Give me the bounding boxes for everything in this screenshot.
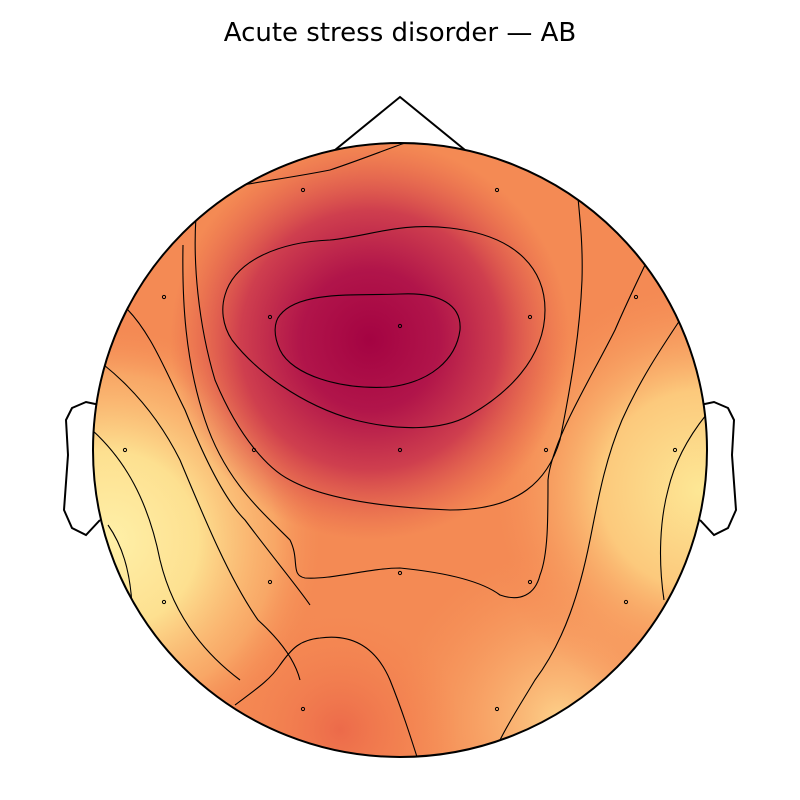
sensor-marker xyxy=(300,187,306,193)
sensor-marker xyxy=(251,447,257,453)
contour-line xyxy=(122,304,311,606)
sensor-marker xyxy=(543,447,549,453)
sensor-marker xyxy=(397,323,403,329)
sensor-marker xyxy=(633,294,639,300)
contour-line xyxy=(93,429,241,681)
sensor-marker xyxy=(267,314,273,320)
sensor-marker xyxy=(672,447,678,453)
contour-line xyxy=(194,194,583,511)
contour-line xyxy=(274,293,461,388)
activity-field xyxy=(93,143,707,757)
head-outline xyxy=(92,142,708,758)
contour-line xyxy=(103,364,301,681)
contour-line xyxy=(222,225,546,429)
figure-title: Acute stress disorder — AB xyxy=(223,18,577,48)
sensor-marker xyxy=(527,579,533,585)
sensor-marker xyxy=(494,187,500,193)
sensor-marker xyxy=(267,579,273,585)
sensor-marker xyxy=(161,599,167,605)
contour-line xyxy=(107,524,133,606)
sensor-marker xyxy=(161,294,167,300)
sensor-marker xyxy=(122,447,128,453)
nose-outline xyxy=(334,95,466,151)
contour-line xyxy=(234,636,419,757)
sensor-markers xyxy=(122,187,678,712)
sensor-marker xyxy=(397,570,403,576)
sensor-marker xyxy=(397,447,403,453)
sensor-marker xyxy=(300,706,306,712)
right-ear-outline xyxy=(699,400,738,537)
sensor-marker xyxy=(494,706,500,712)
contour-line xyxy=(499,319,681,741)
contour-line xyxy=(659,414,707,601)
sensor-marker xyxy=(527,314,533,320)
sensor-marker xyxy=(623,599,629,605)
left-ear-outline xyxy=(62,400,101,537)
contour-line xyxy=(182,244,646,599)
contour-lines xyxy=(93,143,707,757)
